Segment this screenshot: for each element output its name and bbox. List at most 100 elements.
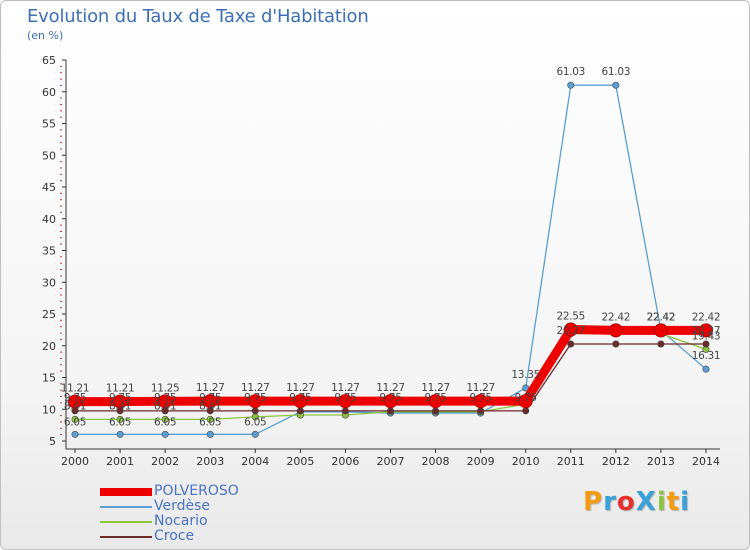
data-point: [116, 430, 124, 438]
data-point: [522, 407, 530, 415]
data-label: 11.21: [61, 383, 90, 395]
x-tick-label: 2000: [61, 455, 89, 468]
logo-letter: X: [635, 487, 657, 517]
data-point: [206, 415, 214, 423]
chart-title: Evolution du Taux de Taxe d'Habitation: [27, 6, 369, 27]
data-point: [612, 340, 620, 348]
x-tick-label: 2002: [151, 455, 179, 468]
data-point: [653, 323, 668, 338]
data-label: 9.75: [199, 392, 221, 404]
y-tick-label: 35: [42, 245, 56, 258]
data-label: 20.27: [692, 325, 721, 337]
data-label: 9.75: [379, 392, 401, 404]
data-label: 11.27: [421, 382, 450, 394]
data-point: [293, 394, 308, 409]
data-label: 9.75: [470, 392, 492, 404]
data-label: 11.27: [286, 382, 315, 394]
data-label: 8.41: [154, 400, 176, 412]
data-label: 9.75: [244, 392, 266, 404]
data-point: [473, 394, 488, 409]
chart-data-labels: 11.21 11.21 11.25 11.27 11.27 11.27 11.27 11.27…: [61, 66, 721, 428]
data-label: 9.75: [109, 392, 131, 404]
legend-label: POLVEROSO: [154, 483, 239, 499]
data-point: [341, 407, 349, 415]
data-label: 13.35: [511, 369, 540, 381]
x-tick-label: 2008: [422, 455, 450, 468]
x-tick-label: 2005: [286, 455, 314, 468]
legend-swatch: [100, 506, 152, 508]
y-tick-label: 20: [42, 340, 56, 353]
data-label: 9.75: [334, 392, 356, 404]
data-point: [518, 394, 533, 409]
logo-letter: i: [656, 487, 667, 517]
data-point: [702, 365, 710, 373]
y-tick-label: 55: [42, 118, 56, 131]
x-tick-label: 2014: [692, 455, 720, 468]
data-point: [383, 394, 398, 409]
y-tick-label: 15: [42, 372, 56, 385]
data-point: [477, 407, 485, 415]
data-point: [657, 340, 665, 348]
data-label: 22.42: [602, 311, 631, 323]
legend-label: Croce: [154, 528, 195, 544]
chart-series: [68, 81, 713, 438]
data-label: 22.42: [647, 311, 676, 323]
data-label: 6.05: [64, 416, 86, 428]
data-label: 22.42: [647, 311, 676, 323]
legend-label: Verdèse: [154, 498, 211, 514]
data-label: 61.03: [602, 66, 631, 78]
x-tick-label: 2006: [331, 455, 359, 468]
data-point: [206, 430, 214, 438]
y-tick-label: 45: [42, 181, 56, 194]
y-tick-label: 5: [49, 435, 56, 448]
data-label: 11.27: [376, 382, 405, 394]
y-tick-label: 30: [42, 276, 56, 289]
data-point: [338, 394, 353, 409]
data-point: [702, 340, 710, 348]
data-label: 19.43: [692, 330, 721, 342]
data-point: [68, 394, 82, 409]
x-tick-label: 2001: [106, 455, 134, 468]
data-label: 11.25: [151, 382, 180, 394]
y-tick-label: 65: [42, 54, 56, 67]
y-tick-label: 40: [42, 213, 56, 226]
data-label: 9.75: [424, 392, 446, 404]
data-point: [386, 407, 394, 415]
data-label: 20.27: [556, 325, 585, 337]
x-tick-label: 2009: [467, 455, 495, 468]
data-point: [612, 81, 620, 89]
data-label: 11.27: [466, 382, 495, 394]
legend-swatch: [100, 536, 152, 538]
logo-letter: i: [680, 487, 691, 517]
data-label: 61.03: [556, 66, 585, 78]
logo-letter: t: [666, 487, 681, 517]
x-tick-label: 2010: [512, 455, 540, 468]
legend-swatch: [100, 488, 152, 496]
x-tick-label: 2003: [196, 455, 224, 468]
logo-letter: o: [616, 487, 636, 517]
data-label: 11.27: [241, 382, 270, 394]
data-point: [161, 415, 169, 423]
x-tick-label: 2007: [376, 455, 404, 468]
data-point: [203, 394, 218, 409]
data-point: [563, 322, 578, 337]
x-tick-label: 2011: [557, 455, 585, 468]
data-label: 8.41: [109, 400, 131, 412]
y-tick-label: 60: [42, 86, 56, 99]
chart-subtitle: (en %): [27, 29, 64, 42]
data-label: 9.75: [289, 392, 311, 404]
logo-letter: r: [603, 487, 617, 517]
data-point: [567, 340, 575, 348]
data-point: [251, 430, 259, 438]
data-point: [113, 394, 128, 409]
data-label: 9.75: [64, 392, 86, 404]
logo-letter: P: [583, 487, 604, 517]
data-label: 9.75: [154, 392, 176, 404]
data-point: [428, 394, 443, 409]
data-label: 16.31: [692, 350, 721, 362]
data-label: 11.27: [331, 382, 360, 394]
chart-axes: 5 10 15 20 25 30 35 40 45 50 55 60 65 2000 2001 2002 200…: [42, 54, 720, 468]
data-point: [432, 407, 440, 415]
